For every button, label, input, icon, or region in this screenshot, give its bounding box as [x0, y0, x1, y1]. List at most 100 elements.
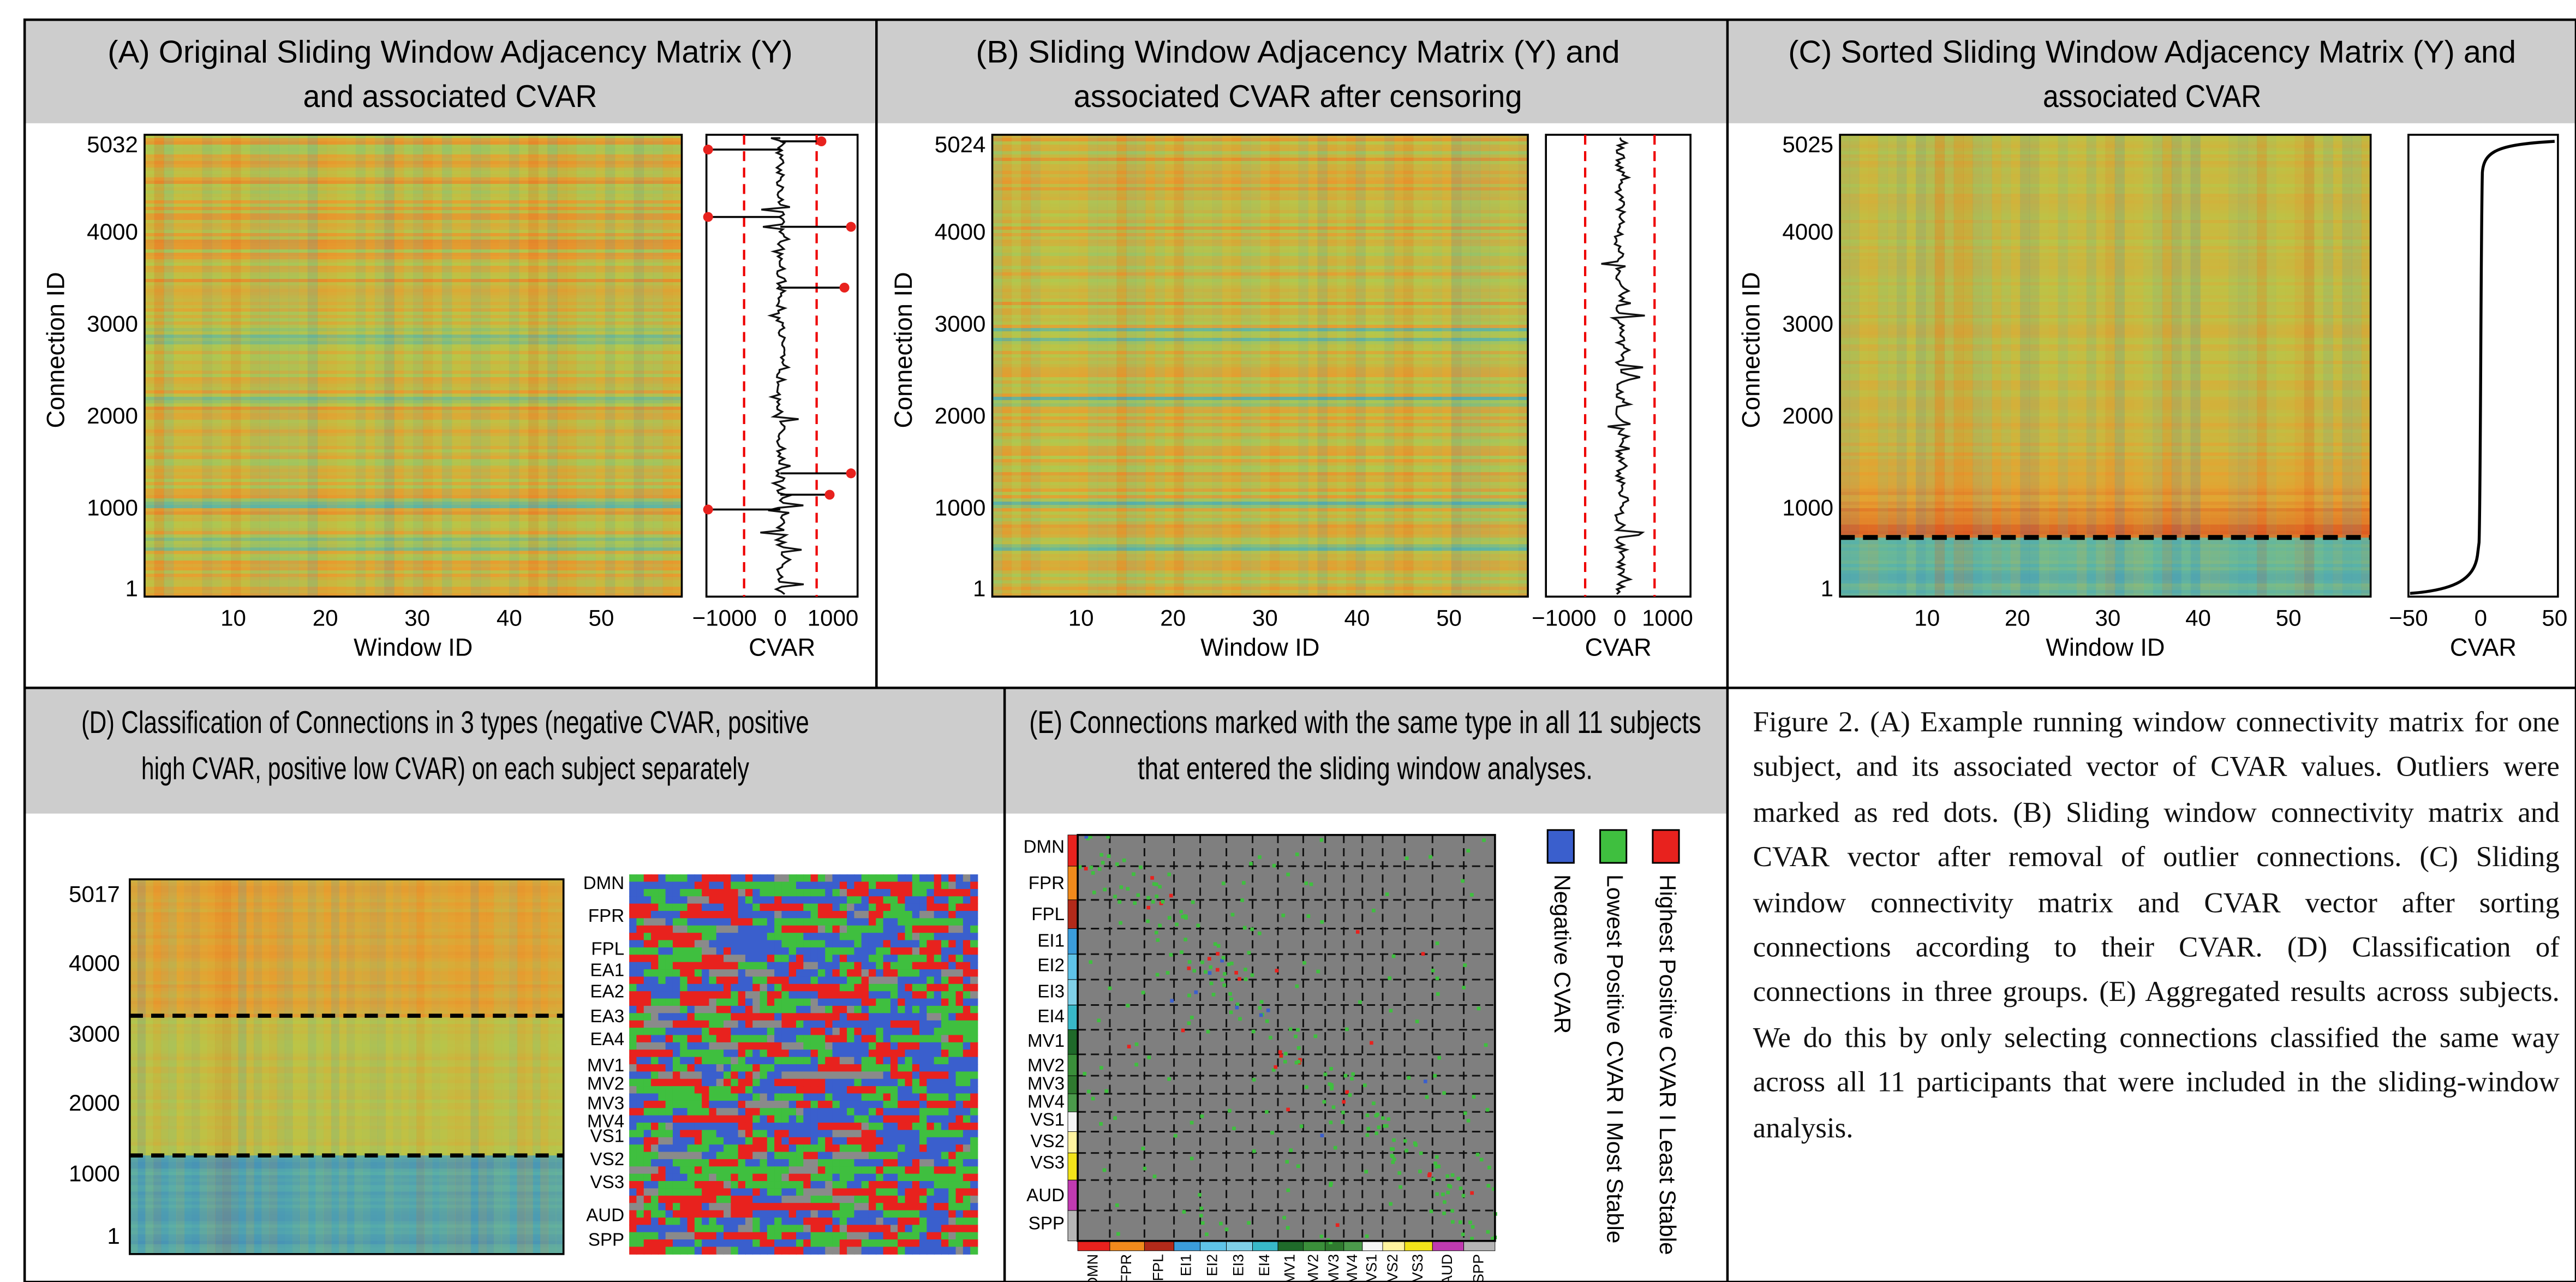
matrix-cell [636, 1071, 644, 1080]
heatmap-row [992, 560, 1528, 565]
matrix-cell [970, 1137, 978, 1146]
matrix-cell [868, 1115, 877, 1123]
matrix-cell [672, 1005, 681, 1014]
marked-connection [1345, 1027, 1349, 1031]
matrix-cell [934, 896, 942, 904]
matrix-cell [898, 874, 906, 883]
matrix-cell [796, 1188, 804, 1196]
matrix-cell [941, 940, 949, 948]
matrix-cell [832, 1071, 840, 1080]
matrix-cell [847, 1071, 855, 1080]
matrix-cell [672, 1144, 681, 1153]
heatmap-row [992, 400, 1528, 404]
heatmap-row [129, 1093, 564, 1097]
matrix-cell [680, 1064, 688, 1072]
matrix-cell [702, 1181, 710, 1189]
heatmap-column [1327, 134, 1337, 597]
matrix-cell [731, 983, 739, 992]
matrix-cell [687, 976, 695, 985]
cvar-axes [705, 134, 859, 598]
matrix-cell [970, 896, 978, 904]
matrix-cell [825, 998, 833, 1006]
matrix-cell [941, 933, 949, 941]
matrix-cell [955, 1188, 964, 1196]
matrix-cell [796, 933, 804, 941]
matrix-cell [694, 874, 703, 883]
matrix-cell [694, 1071, 703, 1080]
matrix-cell [825, 903, 833, 911]
matrix-cell [970, 955, 978, 963]
matrix-cell [694, 962, 703, 970]
matrix-cell [883, 1225, 891, 1233]
network-label: AUD [586, 1205, 624, 1225]
matrix-cell [658, 998, 666, 1006]
marked-connection [1306, 914, 1311, 918]
matrix-cell [731, 1166, 739, 1174]
matrix-cell [970, 1195, 978, 1204]
marked-connection [1304, 881, 1308, 885]
matrix-cell [672, 889, 681, 897]
marked-connection [1119, 885, 1123, 889]
matrix-cell [636, 955, 644, 963]
heatmap-column [129, 879, 138, 1254]
matrix-cell [898, 1122, 906, 1131]
matrix-cell [658, 911, 666, 919]
matrix-cell [716, 1130, 724, 1138]
matrix-cell [716, 1217, 724, 1226]
matrix-cell [788, 1137, 797, 1146]
matrix-cell [658, 925, 666, 934]
matrix-cell [694, 1159, 703, 1167]
matrix-cell [709, 1225, 717, 1233]
matrix-cell [767, 1108, 775, 1116]
matrix-cell [955, 881, 964, 890]
heatmap-column [1174, 134, 1184, 597]
matrix-cell [752, 918, 761, 926]
matrix-cell [796, 947, 804, 956]
panel-title: and associated CVAR [303, 79, 597, 114]
marked-connection [1443, 1200, 1447, 1204]
heatmap-column [164, 134, 174, 597]
heatmap-row [129, 1201, 564, 1206]
heatmap-row [1840, 282, 2371, 287]
matrix-cell [716, 933, 724, 941]
matrix-cell [934, 969, 942, 977]
matrix-cell [767, 1130, 775, 1138]
matrix-cell [861, 1042, 869, 1051]
matrix-cell [752, 1057, 761, 1065]
matrix-cell [868, 1035, 877, 1043]
heatmap-row [1840, 174, 2371, 178]
matrix-cell [694, 1035, 703, 1043]
y-tick-label: 2000 [87, 403, 138, 428]
heatmap [1839, 134, 2372, 598]
heatmap-column [403, 134, 414, 597]
matrix-cell [702, 1100, 710, 1109]
matrix-cell [810, 1035, 818, 1043]
heatmap-row [992, 253, 1528, 257]
matrix-cell [658, 1057, 666, 1065]
matrix-cell [883, 1086, 891, 1094]
marked-connection [1295, 852, 1299, 856]
matrix-cell [898, 889, 906, 897]
matrix-cell [643, 998, 652, 1006]
matrix-cell [738, 1064, 746, 1072]
heatmap-row [1840, 554, 2371, 558]
matrix-cell [934, 1181, 942, 1189]
matrix-cell [905, 1078, 913, 1087]
heatmap-row [144, 390, 682, 395]
matrix-cell [745, 1225, 754, 1233]
caption-box: Figure 2. (A) Example running window con… [1753, 705, 2560, 1143]
matrix-cell [810, 1181, 818, 1189]
heatmap-row [992, 449, 1528, 454]
matrix-cell [825, 1166, 833, 1174]
matrix-cell [934, 962, 942, 970]
heatmap-column [605, 134, 615, 597]
matrix-cell [810, 976, 818, 985]
matrix-cell [817, 1188, 826, 1196]
matrix-cell [861, 1232, 869, 1240]
matrix-cell [731, 1152, 739, 1160]
matrix-cell [680, 918, 688, 926]
matrix-cell [745, 1035, 754, 1043]
matrix-cell [912, 1035, 920, 1043]
heatmap-column [246, 879, 254, 1254]
matrix-cell [883, 962, 891, 970]
